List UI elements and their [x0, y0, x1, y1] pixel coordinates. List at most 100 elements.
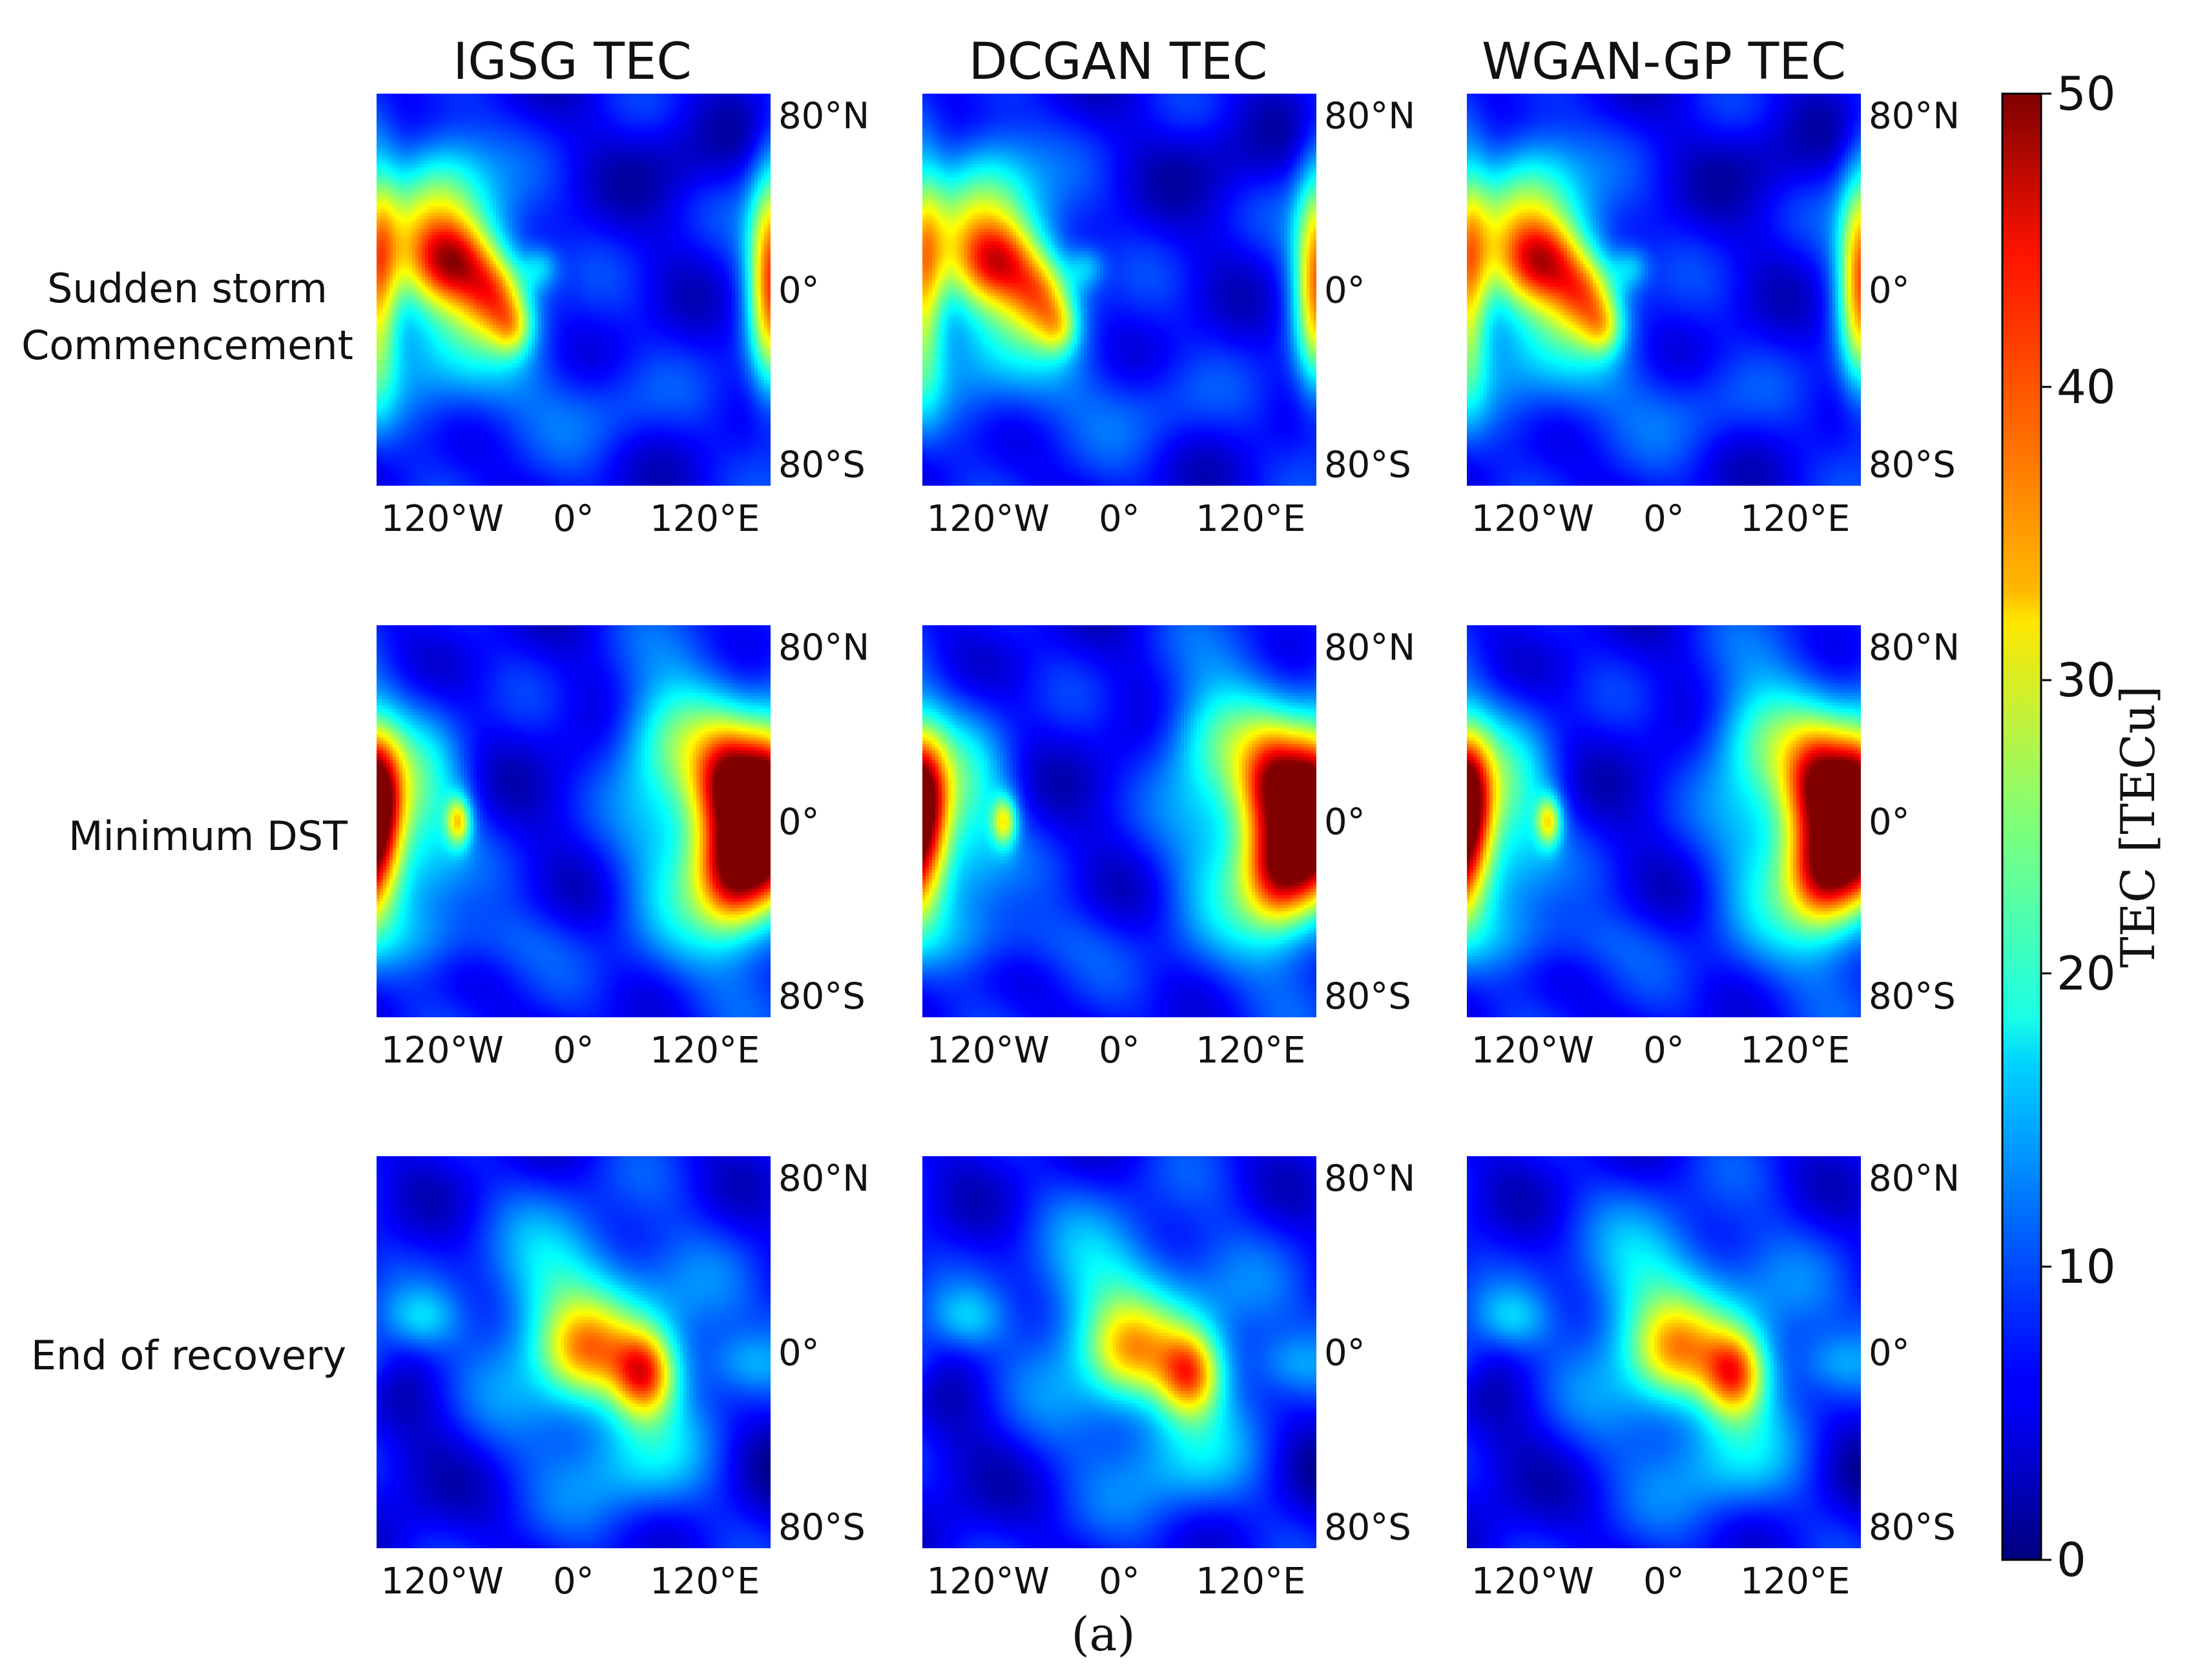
heatmap-cell [515, 222, 519, 226]
heatmap-cell [538, 183, 542, 187]
heatmap-cell [483, 113, 487, 117]
heatmap-cell [580, 171, 584, 174]
heatmap-cell [564, 161, 568, 165]
heatmap-cell [586, 213, 590, 216]
heatmap-cell [473, 190, 477, 194]
heatmap-cell [590, 222, 594, 226]
heatmap-cell [567, 216, 571, 220]
heatmap-cell [467, 139, 471, 143]
heatmap-cell [561, 177, 565, 181]
heatmap-cell [470, 123, 474, 127]
heatmap-cell [409, 219, 413, 223]
heatmap-cell [490, 110, 493, 114]
heatmap-cell [596, 139, 600, 143]
heatmap-cell [700, 187, 703, 191]
heatmap-cell [406, 203, 410, 207]
heatmap-cell [396, 164, 400, 168]
heatmap-cell [496, 171, 500, 174]
heatmap-cell [700, 129, 703, 133]
heatmap-cell [541, 113, 545, 117]
heatmap-cell [535, 100, 539, 104]
heatmap-cell [654, 129, 658, 133]
heatmap-cell [435, 209, 439, 213]
heatmap-cell [687, 222, 690, 226]
heatmap-cell [454, 167, 458, 171]
heatmap-cell [496, 164, 500, 168]
heatmap-cell [670, 139, 674, 143]
heatmap-cell [767, 203, 771, 207]
heatmap-cell [548, 161, 552, 165]
heatmap-cell [557, 167, 561, 171]
heatmap-cell [574, 123, 577, 127]
heatmap-cell [680, 129, 684, 133]
heatmap-cell [545, 119, 548, 123]
heatmap-cell [383, 190, 387, 194]
heatmap-cell [667, 100, 671, 104]
heatmap-cell [680, 180, 684, 184]
heatmap-cell [438, 145, 442, 149]
heatmap-cell [732, 183, 736, 187]
heatmap-cell [519, 174, 523, 178]
heatmap-cell [603, 161, 607, 165]
heatmap-cell [651, 190, 655, 194]
heatmap-cell [751, 203, 755, 207]
heatmap-cell [696, 222, 700, 226]
heatmap-cell [506, 158, 510, 162]
heatmap-cell [767, 216, 771, 220]
heatmap-cell [703, 126, 707, 130]
heatmap-cell [586, 97, 590, 101]
heatmap-cell [564, 196, 568, 200]
heatmap-cell [412, 142, 416, 146]
heatmap-cell [438, 158, 442, 162]
heatmap-cell [454, 164, 458, 168]
heatmap-cell [496, 203, 500, 207]
heatmap-cell [464, 123, 468, 127]
heatmap-cell [674, 216, 678, 220]
heatmap-cell [473, 200, 477, 203]
heatmap-cell [561, 110, 565, 114]
heatmap-cell [722, 145, 726, 149]
heatmap-cell [667, 196, 671, 200]
heatmap-cell [758, 119, 762, 123]
heatmap-cell [606, 94, 610, 98]
heatmap-cell [522, 167, 526, 171]
heatmap-cell [557, 190, 561, 194]
heatmap-cell [457, 136, 461, 140]
heatmap-cell [448, 145, 451, 149]
heatmap-cell [586, 152, 590, 156]
heatmap-cell [477, 203, 481, 207]
heatmap-cell [616, 213, 619, 216]
heatmap-cell [519, 139, 523, 143]
heatmap-cell [519, 196, 523, 200]
heatmap-cell [725, 132, 729, 136]
heatmap-cell [580, 193, 584, 197]
heatmap-cell [577, 206, 581, 210]
heatmap-cell [396, 97, 400, 101]
heatmap-cell [548, 196, 552, 200]
heatmap-cell [438, 209, 442, 213]
heatmap-cell [751, 219, 755, 223]
heatmap-cell [464, 119, 468, 123]
heatmap-cell [425, 161, 429, 165]
heatmap-cell [709, 136, 713, 140]
heatmap-cell [532, 139, 535, 143]
heatmap-cell [700, 152, 703, 156]
heatmap-cell [431, 126, 435, 130]
heatmap-cell [545, 171, 548, 174]
heatmap-cell [628, 174, 632, 178]
heatmap-cell [687, 190, 690, 194]
heatmap-cell [635, 136, 639, 140]
heatmap-cell [700, 158, 703, 162]
heatmap-cell [619, 187, 623, 191]
heatmap-cell [635, 97, 639, 101]
heatmap-cell [412, 123, 416, 127]
heatmap-cell [515, 145, 519, 149]
heatmap-cell [435, 103, 439, 107]
heatmap-cell [496, 209, 500, 213]
heatmap-cell [716, 132, 720, 136]
heatmap-cell [735, 107, 739, 110]
heatmap-cell [719, 167, 723, 171]
heatmap-cell [690, 196, 694, 200]
heatmap-cell [583, 142, 587, 146]
heatmap-cell [412, 145, 416, 149]
